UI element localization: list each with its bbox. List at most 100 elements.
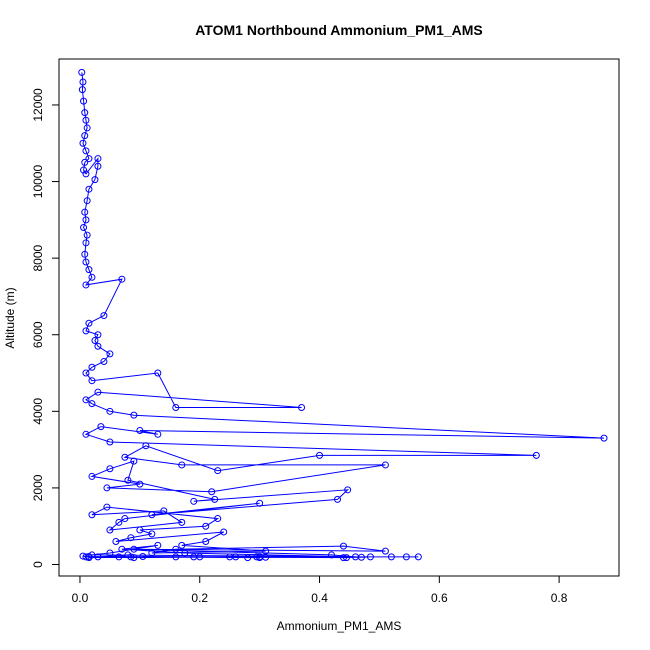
data-point — [130, 457, 138, 465]
data-point — [160, 507, 168, 515]
data-point — [94, 553, 102, 561]
data-point — [103, 503, 111, 511]
data-point — [85, 319, 93, 327]
data-point — [600, 434, 608, 442]
data-point — [339, 554, 347, 562]
data-point — [172, 403, 180, 411]
data-point — [106, 350, 114, 358]
data-point — [357, 553, 365, 561]
data-point — [83, 124, 91, 132]
data-point — [91, 176, 99, 184]
data-point — [214, 467, 222, 475]
y-tick-label: 12000 — [31, 88, 45, 122]
data-point — [366, 553, 374, 561]
y-tick-label: 4000 — [31, 398, 45, 425]
data-point — [115, 553, 123, 561]
data-point — [81, 132, 89, 140]
data-point — [402, 553, 410, 561]
data-point — [106, 526, 114, 534]
data-point — [81, 208, 89, 216]
data-point — [115, 518, 123, 526]
x-tick-label: 0.2 — [191, 591, 208, 605]
data-point — [381, 461, 389, 469]
data-point — [148, 549, 156, 557]
data-point — [344, 486, 352, 494]
data-point — [94, 388, 102, 396]
data-point — [78, 86, 86, 94]
data-point — [100, 358, 108, 366]
data-point — [83, 197, 91, 205]
data-point — [79, 139, 87, 147]
data-point — [232, 553, 240, 561]
data-point — [106, 438, 114, 446]
data-point — [172, 553, 180, 561]
data-point — [148, 530, 156, 538]
data-point — [83, 231, 91, 239]
data-point — [88, 472, 96, 480]
plot-area — [78, 68, 608, 562]
y-axis-label: Altitude (m) — [3, 287, 17, 348]
data-point — [342, 554, 350, 562]
data-point — [127, 553, 135, 561]
data-point — [94, 155, 102, 163]
data-point — [80, 166, 88, 174]
data-point — [121, 453, 129, 461]
data-point — [178, 461, 186, 469]
data-point — [85, 185, 93, 193]
data-point — [178, 541, 186, 549]
data-point — [80, 97, 88, 105]
data-point — [118, 545, 126, 553]
data-point — [190, 497, 198, 505]
data-point — [121, 515, 129, 523]
data-point — [94, 342, 102, 350]
data-point — [82, 239, 90, 247]
data-point — [244, 554, 252, 562]
data-point — [532, 451, 540, 459]
x-tick-label: 0.0 — [72, 591, 89, 605]
data-point — [94, 331, 102, 339]
y-axis: 0 2000 4000 6000 8000 10000 12000 — [31, 88, 60, 568]
data-point — [334, 495, 342, 503]
data-point — [85, 155, 93, 163]
data-point — [82, 258, 90, 266]
data-point — [316, 451, 324, 459]
x-axis: 0.0 0.2 0.4 0.6 0.8 — [72, 575, 568, 605]
chart-title: ATOM1 Northbound Ammonium_PM1_AMS — [195, 22, 483, 38]
data-point — [100, 312, 108, 320]
data-point — [103, 484, 111, 492]
data-point — [82, 116, 90, 124]
data-point — [88, 377, 96, 385]
data-point — [181, 549, 189, 557]
data-point — [127, 534, 135, 542]
data-point — [139, 552, 147, 560]
y-tick-label: 2000 — [31, 474, 45, 501]
data-point — [220, 528, 228, 536]
data-point — [202, 538, 210, 546]
data-point — [178, 518, 186, 526]
x-tick-label: 0.4 — [311, 591, 328, 605]
data-point — [88, 400, 96, 408]
data-point — [339, 542, 347, 550]
data-point — [196, 553, 204, 561]
data-point — [81, 158, 89, 166]
data-point — [88, 273, 96, 281]
data-point — [85, 266, 93, 274]
data-point — [208, 488, 216, 496]
data-point — [106, 407, 114, 415]
data-point — [82, 327, 90, 335]
data-point — [253, 553, 261, 561]
data-point — [202, 522, 210, 530]
data-point — [79, 78, 87, 86]
data-point — [106, 465, 114, 473]
data-point — [211, 495, 219, 503]
data-point — [94, 162, 102, 170]
x-tick-label: 0.6 — [431, 591, 448, 605]
data-point — [130, 554, 138, 562]
data-point — [328, 551, 336, 559]
y-tick-label: 8000 — [31, 244, 45, 271]
data-point — [78, 68, 86, 76]
data-point — [148, 511, 156, 519]
data-point — [154, 369, 162, 377]
data-point — [91, 336, 99, 344]
